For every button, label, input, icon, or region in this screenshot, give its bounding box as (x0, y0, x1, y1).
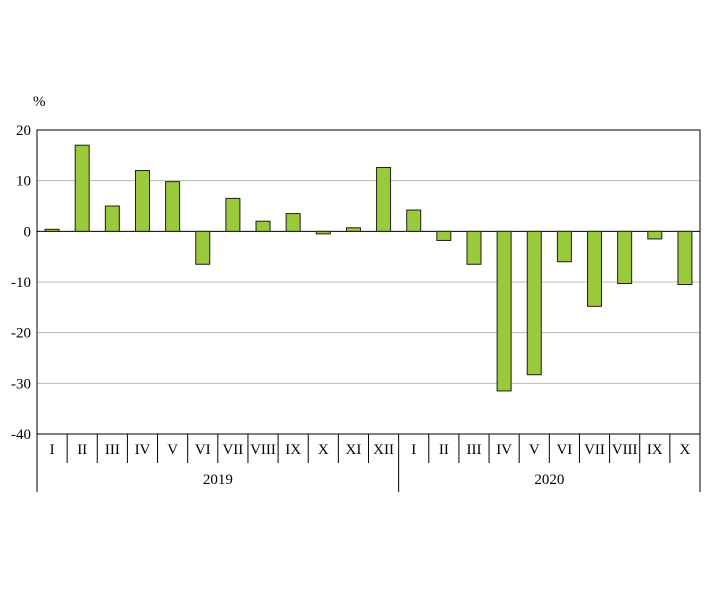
bar (255, 220, 271, 232)
bar (556, 230, 572, 263)
bar (345, 227, 361, 232)
bar (677, 230, 693, 286)
month-label: XII (373, 442, 394, 458)
bar (587, 230, 603, 307)
bar (285, 213, 301, 232)
month-label: I (50, 442, 55, 458)
y-tick-label: 20 (16, 123, 31, 139)
year-label: 2020 (534, 472, 564, 488)
month-label: IX (647, 442, 663, 458)
bar (466, 230, 482, 265)
month-label: XI (346, 442, 362, 458)
year-label: 2019 (203, 472, 233, 488)
month-label: V (167, 442, 178, 458)
y-tick-label: -10 (11, 275, 31, 291)
month-label: X (680, 442, 691, 458)
y-tick-label: -20 (11, 326, 31, 342)
bar (134, 170, 150, 232)
month-label: III (466, 442, 481, 458)
month-label: V (529, 442, 540, 458)
month-label: IV (496, 442, 512, 458)
month-label: IX (285, 442, 301, 458)
bar (647, 230, 663, 240)
bar (44, 228, 60, 232)
bar (376, 166, 392, 232)
month-label: VIII (612, 442, 638, 458)
bar (74, 144, 90, 232)
bar (225, 197, 241, 232)
month-label: II (439, 442, 449, 458)
bar (526, 230, 542, 376)
y-tick-label: 10 (16, 174, 31, 190)
month-label: IV (135, 442, 151, 458)
month-label: VI (195, 442, 211, 458)
bar (436, 230, 452, 241)
month-label: III (105, 442, 120, 458)
month-label: X (318, 442, 329, 458)
y-tick-label: 0 (24, 224, 32, 240)
bar (406, 209, 422, 232)
month-label: VI (556, 442, 572, 458)
y-axis-unit-label: % (33, 94, 46, 110)
bar (496, 230, 512, 392)
month-label: VII (222, 442, 243, 458)
bar (165, 181, 181, 232)
bar (104, 205, 120, 232)
bar (617, 230, 633, 285)
month-label: I (411, 442, 416, 458)
bar (195, 230, 211, 265)
y-tick-label: -40 (11, 427, 31, 443)
bar (315, 230, 331, 235)
month-label: VII (584, 442, 605, 458)
month-label: II (77, 442, 87, 458)
y-tick-label: -30 (11, 376, 31, 392)
month-label: VIII (250, 442, 276, 458)
